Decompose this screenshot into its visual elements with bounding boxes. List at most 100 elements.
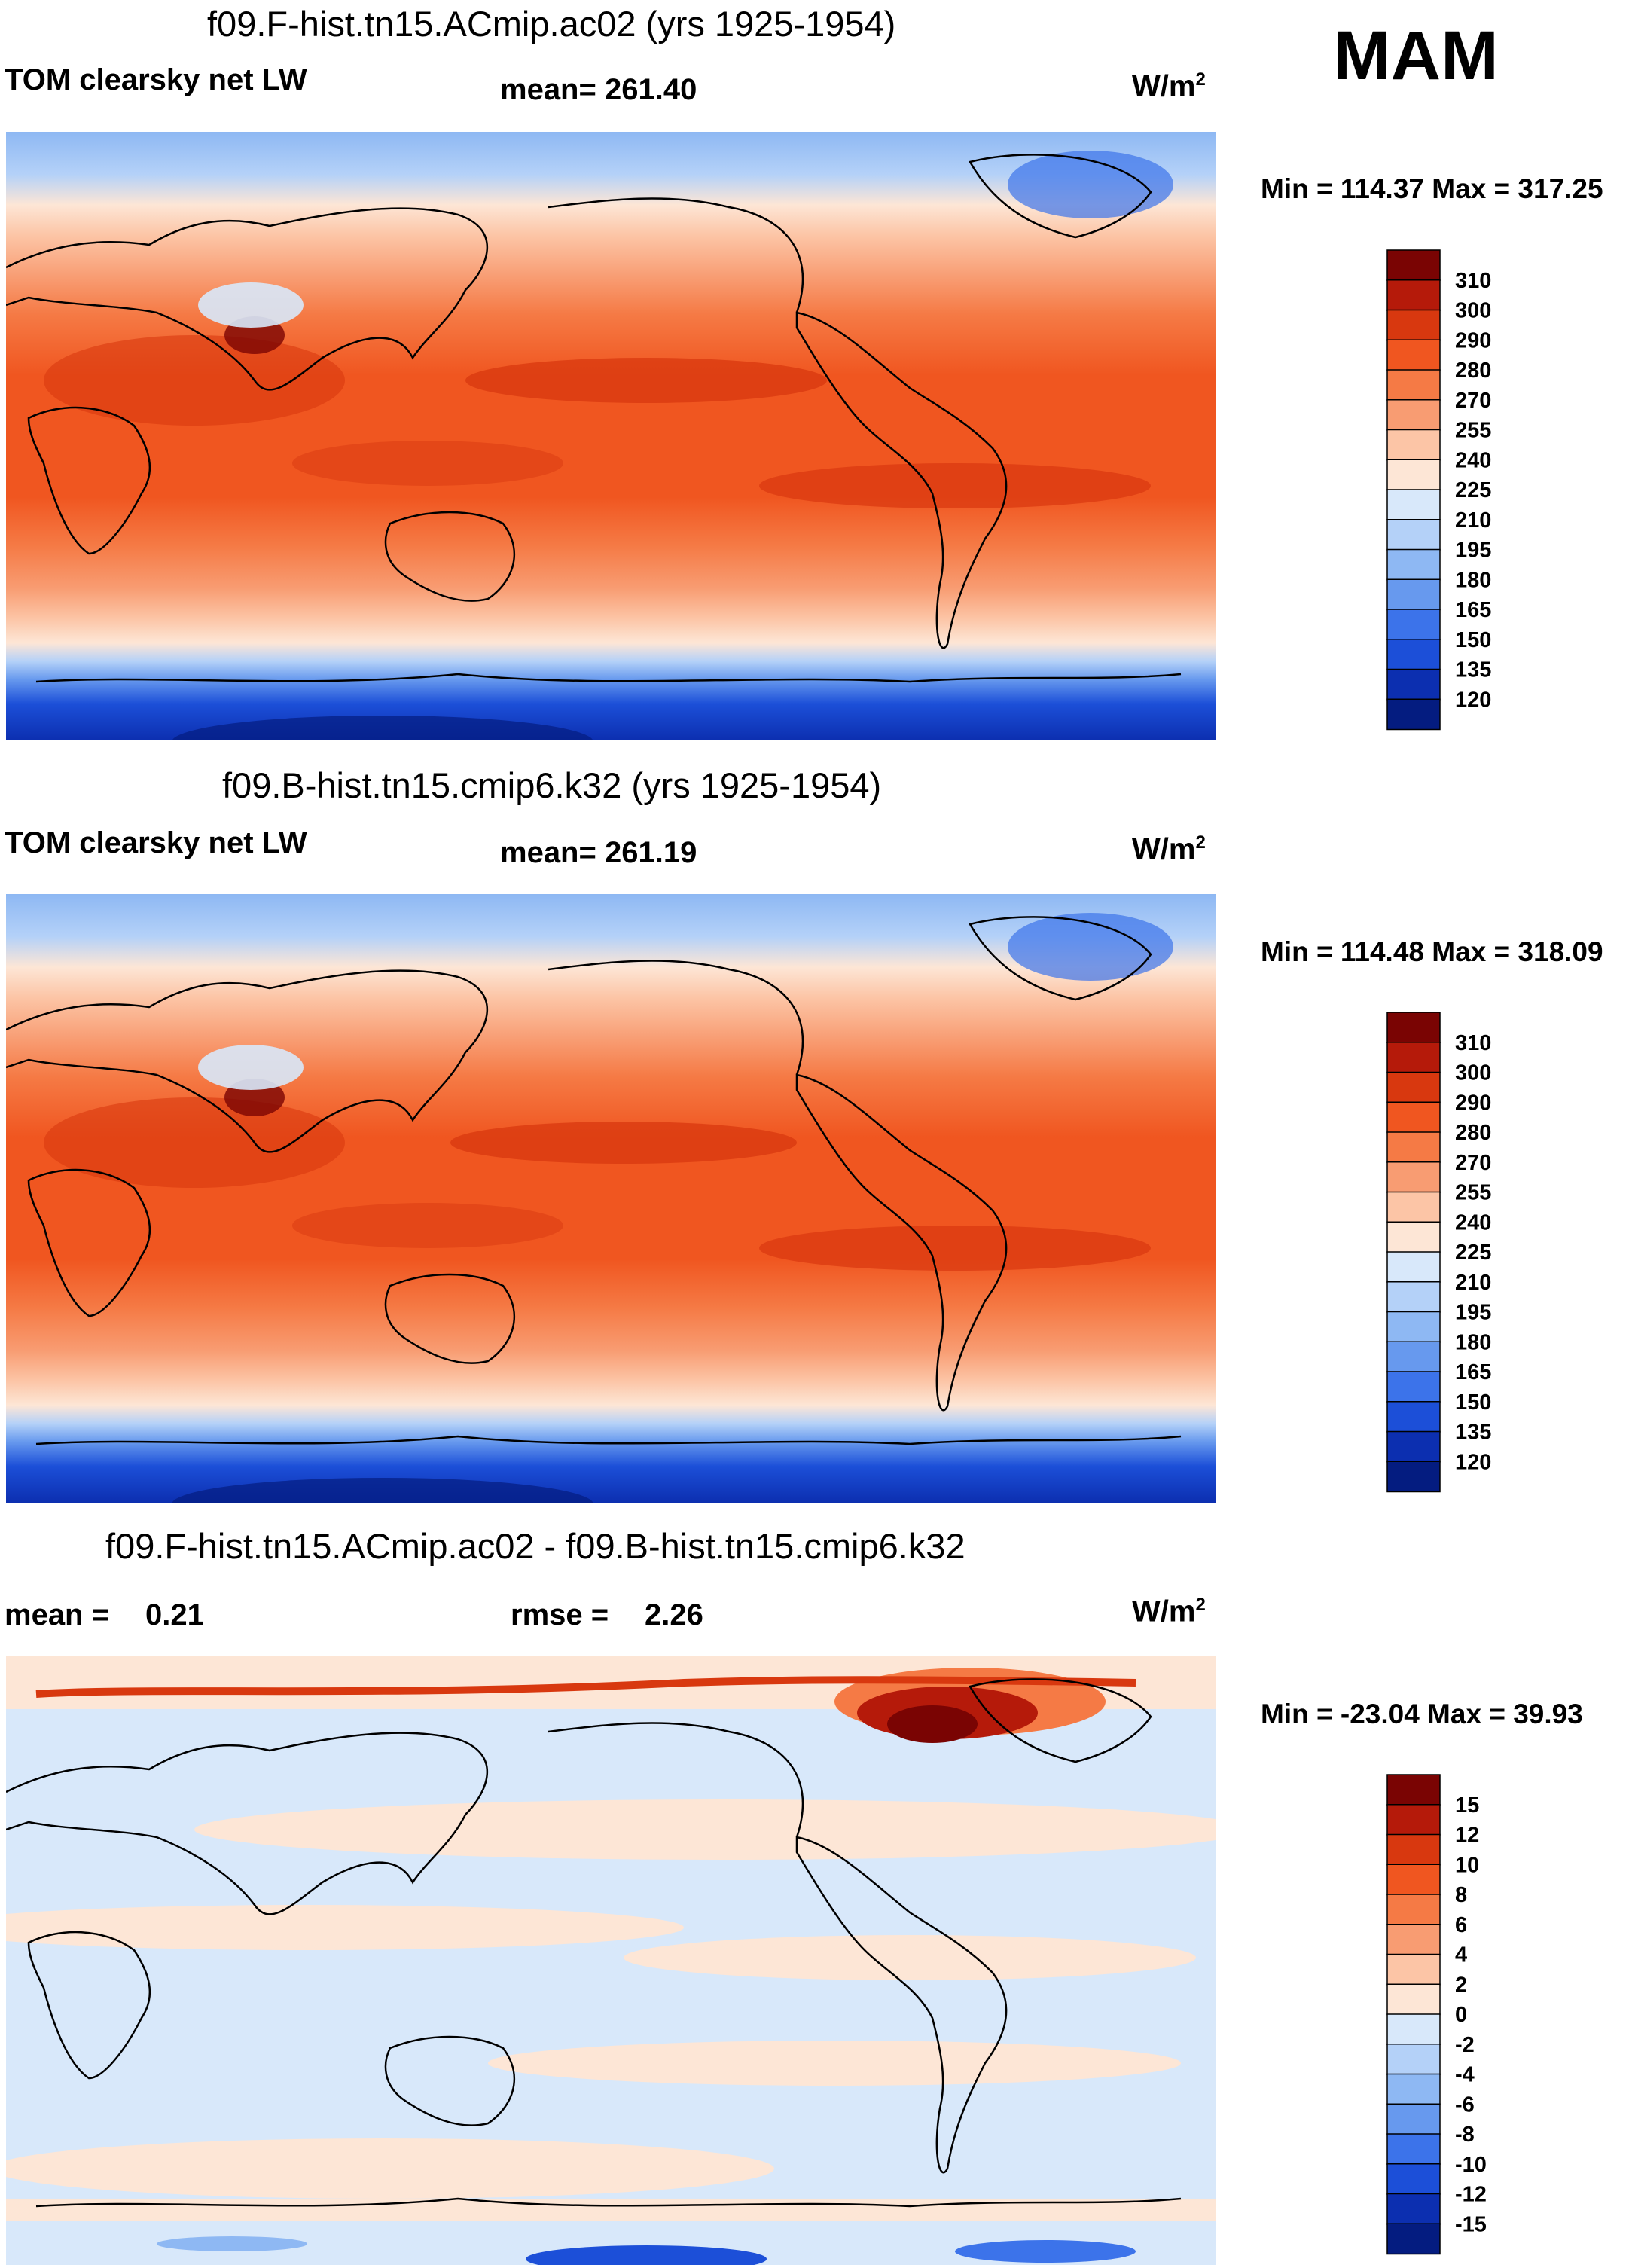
colorbar-tick-label: 15 <box>1455 1793 1479 1818</box>
colorbar-swatch <box>1386 668 1441 701</box>
colorbar-tick-label: 290 <box>1455 328 1491 353</box>
colorbar-swatch <box>1386 1161 1441 1193</box>
colorbar-tick-label: 255 <box>1455 419 1491 443</box>
panel-2-variable-label: TOM clearsky net LW <box>5 826 307 859</box>
panel-2-units-label: W/m2 <box>1132 832 1206 866</box>
colorbar-tick-label: 4 <box>1455 1943 1467 1967</box>
panel-3-map <box>6 1656 1216 2265</box>
colorbar-tick-label: -10 <box>1455 2153 1487 2177</box>
colorbar-tick-label: 270 <box>1455 389 1491 413</box>
colorbar-swatch <box>1386 1101 1441 1134</box>
colorbar-swatch <box>1386 1833 1441 1866</box>
colorbar-swatch <box>1386 369 1441 401</box>
colorbar-tick-label: 280 <box>1455 1121 1491 1145</box>
colorbar-swatch <box>1386 2103 1441 2135</box>
colorbar-swatch <box>1386 279 1441 311</box>
colorbar-swatch <box>1386 2044 1441 2075</box>
panel-3-colorbar: 15 12 10 8 6 4 2 0 -2 -4 -6 -8 -10 -12 -15 <box>1386 1774 1487 2255</box>
colorbar-swatch <box>1386 2073 1441 2105</box>
colorbar-swatch <box>1386 1042 1441 1073</box>
colorbar-tick-label: 150 <box>1455 1390 1491 1415</box>
colorbar-tick-label: 270 <box>1455 1151 1491 1175</box>
colorbar-tick-label: 195 <box>1455 539 1491 563</box>
colorbar-swatch <box>1386 1221 1441 1253</box>
colorbar-tick-label: 10 <box>1455 1853 1479 1877</box>
colorbar-tick-label: 310 <box>1455 269 1491 293</box>
colorbar-tick-label: 135 <box>1455 1421 1491 1445</box>
colorbar-tick-label: -4 <box>1455 2063 1475 2087</box>
panel-3-minmax-label: Min = -23.04 Max = 39.93 <box>1261 1699 1583 1729</box>
colorbar-swatch <box>1386 1864 1441 1896</box>
colorbar-tick-label: 120 <box>1455 688 1491 712</box>
colorbar-swatch <box>1386 2133 1441 2165</box>
colorbar-tick-label: 135 <box>1455 658 1491 682</box>
colorbar-swatch <box>1386 1071 1441 1103</box>
panel-3-mean-label: mean = <box>5 1598 109 1632</box>
panel-3-colorbar-swatches <box>1386 1774 1441 2255</box>
colorbar-swatch <box>1386 1311 1441 1343</box>
colorbar-swatch <box>1386 1953 1441 1986</box>
colorbar-tick-label: 6 <box>1455 1913 1467 1937</box>
colorbar-swatch <box>1386 1281 1441 1313</box>
panel-2-colorbar-swatches <box>1386 1012 1441 1493</box>
panel-1-colorbar-swatches <box>1386 249 1441 731</box>
panel-1-variable-label: TOM clearsky net LW <box>5 63 307 96</box>
panel-3-rmse-label: rmse = <box>511 1598 609 1632</box>
colorbar-swatch <box>1386 489 1441 520</box>
colorbar-swatch <box>1386 519 1441 551</box>
colorbar-swatch <box>1386 1401 1441 1433</box>
colorbar-tick-label: -2 <box>1455 2033 1475 2057</box>
colorbar-swatch <box>1386 1461 1441 1493</box>
panel-1-title: f09.F-hist.tn15.ACmip.ac02 (yrs 1925-195… <box>207 4 896 44</box>
panel-2-title: f09.B-hist.tn15.cmip6.k32 (yrs 1925-1954… <box>222 765 882 805</box>
colorbar-swatch <box>1386 639 1441 670</box>
colorbar-tick-label: 165 <box>1455 1360 1491 1384</box>
colorbar-swatch <box>1386 1012 1441 1043</box>
colorbar-swatch <box>1386 609 1441 640</box>
colorbar-swatch <box>1386 548 1441 581</box>
colorbar-swatch <box>1386 429 1441 461</box>
panel-2-mean-label: mean= 261.19 <box>500 836 697 869</box>
season-label: MAM <box>1333 17 1499 94</box>
colorbar-tick-label: 0 <box>1455 2003 1467 2027</box>
colorbar-tick-label: 255 <box>1455 1181 1491 1205</box>
colorbar-swatch <box>1386 2163 1441 2195</box>
colorbar-swatch <box>1386 1430 1441 1463</box>
panel-1-colorbar: 310 300 290 280 270 255 240 225 210 195 180 165 150 1… <box>1386 249 1491 731</box>
colorbar-swatch <box>1386 1983 1441 2016</box>
colorbar-tick-label: 180 <box>1455 568 1491 592</box>
colorbar-tick-label: 8 <box>1455 1883 1467 1907</box>
colorbar-swatch <box>1386 1924 1441 1955</box>
colorbar-swatch <box>1386 578 1441 611</box>
colorbar-tick-label: 300 <box>1455 1061 1491 1085</box>
colorbar-tick-label: -12 <box>1455 2183 1487 2207</box>
colorbar-tick-label: 240 <box>1455 448 1491 472</box>
colorbar-tick-label: 165 <box>1455 598 1491 622</box>
panel-3-rmse-value: 2.26 <box>645 1598 703 1632</box>
panel-3-title: f09.F-hist.tn15.ACmip.ac02 - f09.B-hist.… <box>105 1526 965 1566</box>
colorbar-tick-label: 310 <box>1455 1031 1491 1055</box>
colorbar-swatch <box>1386 1371 1441 1403</box>
panel-1-mean-label: mean= 261.40 <box>500 73 697 106</box>
colorbar-swatch <box>1386 698 1441 731</box>
colorbar-tick-label: -6 <box>1455 2092 1475 2117</box>
panel-1-colorbar-ticks: 310 300 290 280 270 255 240 225 210 195 180 165 150 1… <box>1455 269 1491 713</box>
colorbar-tick-label: 280 <box>1455 359 1491 383</box>
colorbar-tick-label: 290 <box>1455 1091 1491 1115</box>
panel-2-colorbar: 310 300 290 280 270 255 240 225 210 195 180 165 150 1… <box>1386 1012 1491 1493</box>
colorbar-swatch <box>1386 1131 1441 1163</box>
colorbar-swatch <box>1386 1894 1441 1925</box>
colorbar-swatch <box>1386 1774 1441 1806</box>
colorbar-swatch <box>1386 249 1441 281</box>
colorbar-swatch <box>1386 2013 1441 2045</box>
panel-2-minmax-label: Min = 114.48 Max = 318.09 <box>1261 936 1603 967</box>
panel-3-colorbar-ticks: 15 12 10 8 6 4 2 0 -2 -4 -6 -8 -10 -12 -15 <box>1455 1793 1487 2237</box>
colorbar-swatch <box>1386 399 1441 431</box>
colorbar-tick-label: 210 <box>1455 1271 1491 1295</box>
panel-1-units-label: W/m2 <box>1132 69 1206 103</box>
colorbar-tick-label: 180 <box>1455 1330 1491 1354</box>
panel-1-map <box>6 132 1216 740</box>
colorbar-swatch <box>1386 1341 1441 1373</box>
colorbar-tick-label: 225 <box>1455 478 1491 502</box>
colorbar-tick-label: -15 <box>1455 2212 1487 2236</box>
